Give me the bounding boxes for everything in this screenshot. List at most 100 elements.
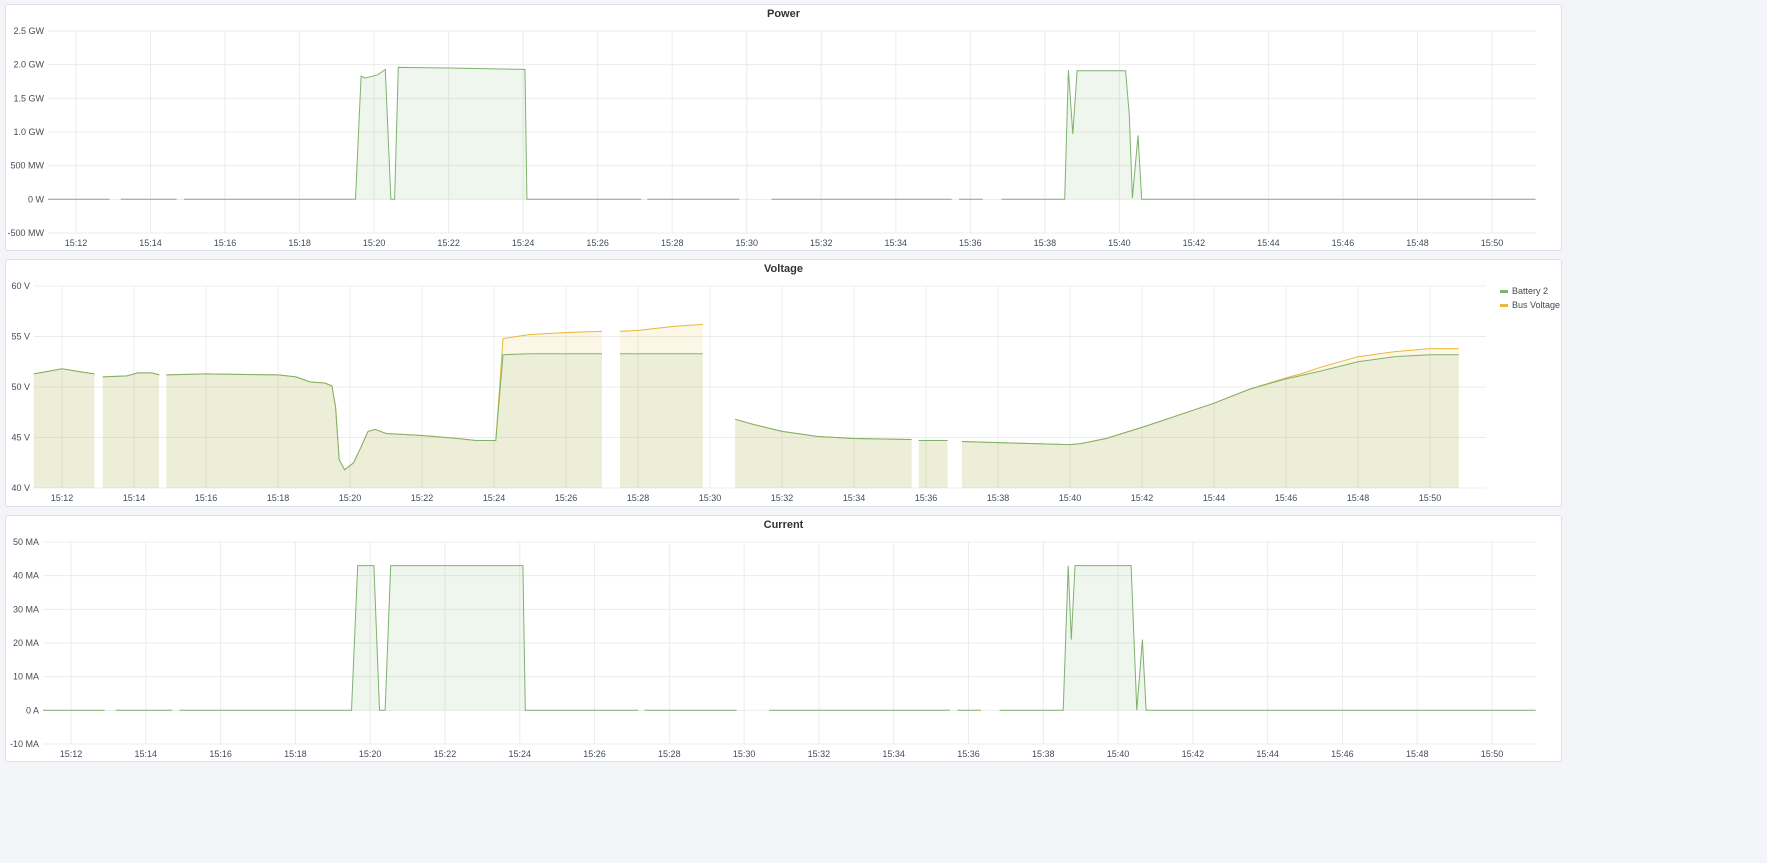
y-tick-label: 500 MW: [10, 161, 44, 171]
power-panel-title[interactable]: Power: [766, 8, 800, 20]
y-tick-label: 30 MA: [13, 604, 39, 614]
x-tick-label: 15:42: [1183, 238, 1206, 248]
x-tick-label: 15:16: [214, 238, 237, 248]
y-tick-label: 50 MA: [13, 537, 39, 547]
y-tick-label: 1.0 GW: [13, 127, 44, 137]
x-tick-label: 15:24: [512, 238, 535, 248]
x-tick-label: 15:40: [1108, 238, 1131, 248]
y-tick-label: -10 MA: [10, 739, 39, 749]
x-tick-label: 15:38: [1032, 749, 1055, 759]
legend-item-bus-voltage[interactable]: Bus Voltage: [1500, 298, 1560, 312]
y-tick-label: 1.5 GW: [13, 93, 44, 103]
x-tick-label: 15:46: [1275, 493, 1298, 503]
x-tick-label: 15:28: [658, 749, 681, 759]
x-tick-label: 15:50: [1419, 493, 1442, 503]
x-tick-label: 15:26: [586, 238, 609, 248]
legend-item-battery-2[interactable]: Battery 2: [1500, 284, 1560, 298]
x-tick-label: 15:20: [359, 749, 382, 759]
series-line[interactable]: [184, 66, 642, 200]
x-tick-label: 15:28: [627, 493, 650, 503]
series-line[interactable]: [961, 354, 1459, 446]
x-tick-label: 15:40: [1059, 493, 1082, 503]
y-tick-label: 45 V: [11, 433, 30, 443]
legend-label: Battery 2: [1512, 286, 1549, 296]
y-tick-label: 40 V: [11, 483, 30, 493]
x-tick-label: 15:28: [661, 238, 684, 248]
series-area: [33, 368, 95, 488]
power-panel: 2.5 GW 2.0 GW 1.5 GW 1.0 GW 500 MW 0 W -500 MW…: [5, 4, 1562, 251]
x-tick-label: 15:44: [1256, 749, 1279, 759]
voltage-panel: 60 V 55 V 50 V 45 V 40 V 15:12 15:14 15:16 15:18…: [5, 259, 1562, 507]
y-tick-label: 10 MA: [13, 672, 39, 682]
y-tick-label: 40 MA: [13, 571, 39, 581]
series-area: [735, 419, 912, 488]
power-chart: 2.5 GW 2.0 GW 1.5 GW 1.0 GW 500 MW 0 W -500 MW…: [7, 26, 1536, 248]
x-tick-label: 15:34: [882, 749, 905, 759]
legend-swatch: [1500, 289, 1508, 293]
x-tick-label: 15:34: [885, 238, 908, 248]
series-area: [999, 565, 1536, 711]
y-tick-label: -500 MW: [7, 228, 44, 238]
x-tick-label: 15:12: [65, 238, 88, 248]
x-tick-label: 15:48: [1406, 749, 1429, 759]
series-line[interactable]: [999, 565, 1536, 711]
x-tick-label: 15:30: [733, 749, 756, 759]
voltage-chart: 60 V 55 V 50 V 45 V 40 V 15:12 15:14 15:16 15:18…: [11, 281, 1486, 503]
x-tick-label: 15:18: [267, 493, 290, 503]
x-tick-label: 15:24: [508, 749, 531, 759]
x-tick-label: 15:20: [363, 238, 386, 248]
series-line[interactable]: [1001, 70, 1536, 200]
series-area: [735, 419, 912, 488]
x-tick-label: 15:48: [1406, 238, 1429, 248]
x-tick-label: 15:30: [699, 493, 722, 503]
series-area: [620, 353, 703, 488]
series-line[interactable]: [166, 353, 602, 471]
legend-label: Bus Voltage: [1512, 300, 1561, 310]
x-tick-label: 15:12: [60, 749, 83, 759]
voltage-panel-title[interactable]: Voltage: [764, 263, 803, 275]
x-tick-label: 15:36: [959, 238, 982, 248]
voltage-legend: Battery 2 Bus Voltage: [1500, 284, 1560, 312]
series-line[interactable]: [179, 565, 639, 711]
series-line[interactable]: [619, 323, 703, 332]
x-tick-label: 15:14: [135, 749, 158, 759]
series-line[interactable]: [735, 418, 912, 440]
x-tick-label: 15:32: [810, 238, 833, 248]
x-tick-label: 15:18: [288, 238, 311, 248]
x-tick-label: 15:30: [735, 238, 758, 248]
x-tick-label: 15:44: [1203, 493, 1226, 503]
x-tick-label: 15:16: [209, 749, 232, 759]
x-tick-label: 15:22: [411, 493, 434, 503]
series-area: [166, 353, 602, 488]
series-line[interactable]: [102, 372, 160, 378]
x-tick-label: 15:32: [771, 493, 794, 503]
current-panel: 50 MA 40 MA 30 MA 20 MA 10 MA 0 A -10 MA 15:12 1…: [5, 515, 1562, 762]
series-area: [962, 348, 1459, 488]
series-line[interactable]: [33, 368, 95, 375]
y-tick-label: 60 V: [11, 281, 30, 291]
x-tick-label: 15:46: [1331, 749, 1354, 759]
x-tick-label: 15:18: [284, 749, 307, 759]
x-tick-label: 15:34: [843, 493, 866, 503]
series-area: [1001, 70, 1536, 200]
series-area: [179, 565, 639, 711]
y-tick-label: 2.0 GW: [13, 60, 44, 70]
x-tick-label: 15:42: [1131, 493, 1154, 503]
x-tick-label: 15:26: [555, 493, 578, 503]
x-tick-label: 15:38: [987, 493, 1010, 503]
series-area: [33, 368, 95, 488]
series-area: [918, 440, 948, 488]
y-tick-label: 0 W: [28, 194, 45, 204]
x-tick-label: 15:36: [957, 749, 980, 759]
current-panel-title[interactable]: Current: [763, 519, 804, 531]
y-tick-label: 50 V: [11, 382, 30, 392]
x-tick-label: 15:44: [1257, 238, 1280, 248]
x-tick-label: 15:26: [583, 749, 606, 759]
x-tick-label: 15:32: [808, 749, 831, 759]
x-tick-label: 15:40: [1107, 749, 1130, 759]
y-tick-label: 2.5 GW: [13, 26, 44, 36]
x-tick-label: 15:24: [483, 493, 506, 503]
x-tick-label: 15:48: [1347, 493, 1370, 503]
y-tick-label: 0 A: [26, 705, 39, 715]
x-tick-label: 15:42: [1182, 749, 1205, 759]
